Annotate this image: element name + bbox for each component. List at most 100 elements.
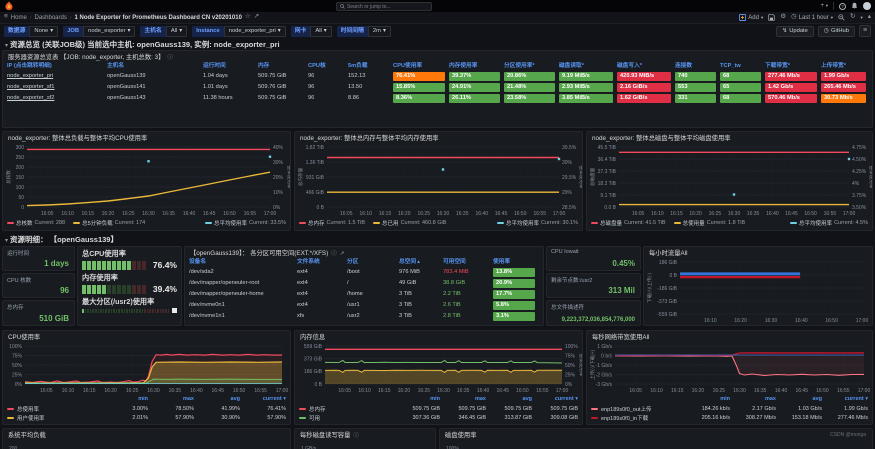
info-icon[interactable]: ⓘ (353, 433, 359, 439)
panel-title[interactable]: 服务器资源总览表 【JOB: node_exporter, 主机总数: 3】 ⓘ (8, 54, 173, 61)
legend-item[interactable]: 总平均使用率 Current: 4.5% (790, 219, 868, 227)
new-menu-button[interactable]: + ▾ (820, 3, 828, 9)
legend-item[interactable]: 总内存 (299, 405, 394, 413)
panel-title[interactable]: 【openGauss139】： 各分区可用空间(EXT.*/XFS) ⓘ ↗ (190, 250, 345, 257)
breadcrumb-home[interactable]: Home (10, 14, 27, 21)
time-series-chart[interactable]: 0 B 186 GiB 373 GiB 559 GiB 0% 25% 50% 75% 100% 1… (297, 342, 585, 394)
column-header[interactable]: 可用空间 (443, 259, 466, 265)
legend-col-header[interactable]: min (138, 396, 148, 403)
chart-canvas[interactable]: 0.0 B 9.1 TiB 18.2 TiB 27.3 TiB 36.4 TiB 45.5… (589, 143, 875, 217)
row-header-overview[interactable]: ▾ 资源总览 (关联JOB级) 当前选中主机: openGauss139, 实例:… (5, 40, 280, 49)
legend-item[interactable]: 可用 (299, 414, 394, 422)
legend-item[interactable]: 总5分钟负载 Current: 174 (73, 219, 145, 227)
legend-item[interactable]: 用户使用率 (7, 414, 102, 422)
legend-item[interactable]: enp189s0f0_out上传 (591, 405, 684, 413)
panel-title[interactable]: 系统平均负载 (3, 429, 290, 440)
time-series-chart[interactable]: 186 GiB 0 B -186 GiB -373 GiB -559 GiB 16:10 1… (646, 258, 872, 324)
grafana-logo[interactable] (4, 1, 14, 11)
dashboard-link-update[interactable]: ↯ Update (776, 25, 814, 37)
legend-item[interactable]: 总已用 Current: 460.8 GiB (373, 219, 446, 227)
time-series-chart[interactable]: 1 Gb/s 0 b/s -1 Gb/s -2 Gb/s -3 Gb/s 16:05 16:… (589, 342, 872, 394)
variable-value-dropdown[interactable]: None ▾ (29, 25, 59, 37)
column-header[interactable]: IP (点击跳转明细) (7, 63, 52, 69)
legend-item[interactable]: 总平均使用率 Current: 30.1% (496, 219, 578, 227)
legend-col-header[interactable]: current ▾ (554, 396, 578, 403)
share-icon[interactable]: ↗ (253, 13, 260, 21)
column-header[interactable]: 使用率 (493, 259, 511, 265)
gauge-2[interactable]: 最大分区(/usr2)使用率 (78, 295, 181, 314)
search-input[interactable]: Search or jump to... (336, 2, 432, 11)
legend-col-header[interactable]: avg (812, 396, 822, 403)
avatar[interactable] (863, 2, 871, 10)
row-header-detail[interactable]: ▾ 资源明细： 【openGauss139】 (5, 235, 118, 244)
legend-col-header[interactable]: max (182, 396, 194, 403)
column-header[interactable]: CPU使用率 (393, 63, 423, 69)
zoom-out-icon[interactable] (838, 14, 845, 21)
panel-title[interactable]: 每秒网络带宽使用All (592, 334, 650, 341)
chart-canvas[interactable]: 186 GiB 0 B -186 GiB -373 GiB -559 GiB 16:10 1… (646, 258, 872, 324)
legend-col-header[interactable]: min (430, 396, 440, 403)
bell-icon[interactable] (851, 2, 858, 10)
chart-canvas[interactable]: 1 Gb/s 0 b/s -1 Gb/s -2 Gb/s -3 Gb/s 16:05 16:… (589, 342, 872, 394)
legend-col-header[interactable]: max (764, 396, 776, 403)
column-header[interactable]: 设备名 (189, 259, 207, 265)
help-icon[interactable]: ? (839, 2, 846, 10)
column-header[interactable]: 分区使用率* (504, 63, 535, 69)
column-header[interactable]: 文件系统 (297, 259, 320, 265)
gauge-1[interactable]: 内存使用率 39.4% (78, 271, 181, 295)
panel-title[interactable]: 磁盘使用率 (440, 429, 872, 440)
column-header[interactable]: 下载带宽* (765, 63, 790, 69)
legend-col-header[interactable]: max (474, 396, 486, 403)
gauge-0[interactable]: 总CPU使用率 76.4% (78, 247, 181, 271)
variable-value-dropdown[interactable]: All ▾ (165, 25, 188, 37)
panel-title[interactable]: node_exporter: 整体总内存与整体平均内存使用率 (300, 135, 439, 142)
star-icon[interactable]: ☆ (244, 13, 251, 21)
column-header[interactable]: 分区 (347, 259, 359, 265)
legend-item[interactable]: enp189s0f0_in下载 (591, 414, 684, 422)
save-dashboard-icon[interactable] (768, 14, 775, 21)
panel-title[interactable]: 内存信息 (300, 334, 326, 341)
table-link[interactable]: node_exporter_sf2 (7, 95, 55, 101)
legend-item[interactable]: 总使用量 Current: 1.8 TiB (673, 219, 745, 227)
column-header[interactable]: 5m负载 (348, 63, 368, 69)
column-header[interactable]: 运行时间 (203, 63, 226, 69)
variable-value-dropdown[interactable]: All ▾ (310, 25, 332, 37)
info-icon[interactable]: ⓘ (167, 55, 173, 61)
table-link[interactable]: node_exporter_sf1 (7, 84, 55, 90)
panel-title[interactable]: node_exporter: 整体总磁盘与整体平均磁盘使用率 (592, 135, 731, 142)
column-header[interactable]: 磁盘读取* (559, 63, 584, 69)
legend-item[interactable]: 总磁盘量 Current: 41.5 TiB (591, 219, 666, 227)
legend-col-header[interactable]: min (720, 396, 730, 403)
legend-col-header[interactable]: avg (522, 396, 532, 403)
dashboard-link-github[interactable]: ◷ GitHub (817, 25, 855, 37)
share-icon[interactable]: ↗ (339, 251, 345, 257)
chart-canvas[interactable]: 0 50 100 150 200 250 300 0% 10% 20% 30% 40% 16:05 16:… (5, 143, 293, 217)
panel-title[interactable]: CPU使用率 (8, 334, 41, 341)
chart-canvas[interactable]: 0% 25% 50% 75% 100% 16:05 16:10 16:15 16:20 16:25… (5, 342, 290, 394)
panel-title[interactable]: 每秒磁盘读写容量 ⓘ (295, 429, 435, 440)
column-header[interactable]: 内存使用率 (449, 63, 478, 69)
legend-col-header[interactable]: avg (230, 396, 240, 403)
column-header[interactable]: CPU核 (308, 63, 326, 69)
legend-item[interactable]: 总使用率 (7, 405, 102, 413)
column-header[interactable]: TCP_tw (720, 63, 741, 69)
legend-item[interactable]: 总平均使用率 Current: 33.5% (204, 219, 286, 227)
variable-value-dropdown[interactable]: node_exporter ▾ (83, 25, 136, 37)
refresh-icon[interactable]: ↻ (850, 13, 856, 21)
info-icon[interactable]: ⓘ (331, 251, 337, 257)
legend-col-header[interactable]: current ▾ (262, 396, 286, 403)
add-panel-button[interactable]: Add ▾ (739, 14, 763, 21)
column-header[interactable]: 磁盘写入* (617, 63, 642, 69)
column-header[interactable]: 上传带宽* (821, 63, 846, 69)
table-link[interactable]: node_exporter_pri (7, 73, 54, 79)
chart-canvas[interactable]: 0 B 186 GiB 373 GiB 559 GiB 0% 25% 50% 75% 100% 1… (297, 342, 585, 394)
time-series-chart[interactable]: 0 B 466 GiB 931 GiB 1.36 TiB 1.82 TiB 28.5% 29… (297, 143, 585, 217)
column-header[interactable]: 主机名 (107, 63, 125, 69)
panel-title[interactable]: node_exporter: 整体总负载与整体平均CPU使用率 (8, 135, 148, 142)
refresh-interval-dropdown[interactable]: ▾ (860, 14, 863, 20)
legend-col-header[interactable]: current ▾ (844, 396, 868, 403)
variable-value-dropdown[interactable]: 2m ▾ (367, 25, 391, 37)
column-header[interactable]: 内存 (258, 63, 270, 69)
time-series-chart[interactable]: 0.0 B 9.1 TiB 18.2 TiB 27.3 TiB 36.4 TiB 45.5… (589, 143, 875, 217)
settings-gear-icon[interactable]: ⚙ (780, 13, 787, 21)
